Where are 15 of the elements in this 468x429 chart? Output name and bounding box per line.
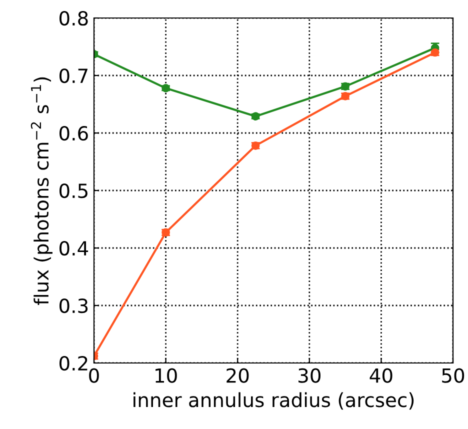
x-tick-label: 0 [89,368,99,383]
y-tick-label: 0.6 [60,126,88,141]
y-tick-label: 0.4 [60,240,88,256]
x-axis-title: inner annulus radius (arcsec) [134,392,414,410]
y-tick-label: 0.3 [60,298,88,314]
x-tick-label: 10 [156,368,177,383]
x-tick-label: 40 [370,368,392,383]
y-tick-label: 0.5 [60,183,88,198]
x-tick-label: 30 [298,368,320,383]
y-tick-label: 0.2 [60,356,88,371]
x-tick-label: 20 [226,368,249,383]
x-tick-label: 50 [442,368,464,383]
y-tick-label: 0.8 [60,10,88,26]
y-axis-title: flux (photons cm$^{−2}$ s$^{−1}$) [30,77,52,305]
y-tick-label: 0.7 [60,68,88,84]
